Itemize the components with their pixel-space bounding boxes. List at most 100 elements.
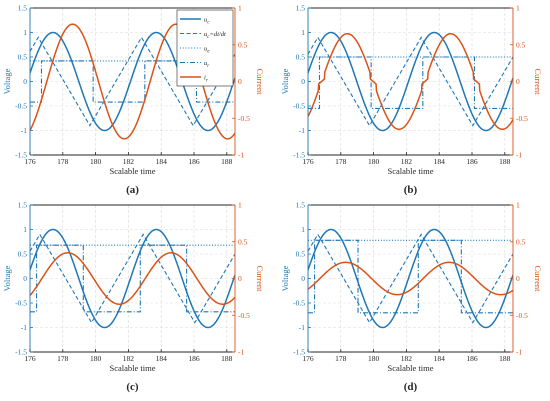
legend-subscript: e [207, 50, 210, 55]
chart-panel-2: 176 178 180 182 184 186 188 1.5 1 0.5 0 -0.5 -1 -1.5 1… [280, 4, 543, 197]
y-right-tick-label: -0.5 [516, 114, 528, 123]
x-tick-label: 188 [499, 157, 511, 166]
y-left-tick-label: -0.5 [293, 299, 305, 308]
chart-panel-4: 176 178 180 182 184 186 188 1.5 1 0.5 0 -0.5 -1 -1.5 1… [280, 201, 543, 394]
y-right-tick-label: 0.5 [238, 40, 248, 49]
legend-subscript: c [207, 35, 210, 40]
legend-symbol: u [204, 31, 208, 38]
panel-label: (d) [404, 381, 418, 393]
y-right-tick-label: 0 [238, 77, 242, 86]
series-line-ucdidt [30, 36, 235, 127]
x-axis-title: Scalable time [109, 363, 155, 373]
panel-label: (b) [404, 184, 418, 196]
legend-symbol: i [204, 75, 206, 82]
y-left-tick-label: 0 [23, 77, 27, 86]
chart-panel-3: 176 178 180 182 184 186 188 1.5 1 0.5 0 -0.5 -1 -1.5 1… [2, 201, 265, 394]
y-left-tick-label: -1 [21, 323, 27, 332]
x-tick-label: 182 [401, 157, 413, 166]
x-tick-label: 188 [499, 354, 511, 363]
x-tick-label: 188 [221, 157, 233, 166]
series-line-ur [30, 60, 235, 103]
y-left-tick-label: 1.5 [18, 4, 28, 13]
y-left-tick-label: -1 [299, 323, 305, 332]
series-line-ir [30, 252, 235, 305]
x-tick-label: 186 [466, 354, 478, 363]
series-line-uc [30, 31, 235, 132]
x-tick-label: 180 [90, 157, 102, 166]
y-left-tick-label: -1.5 [293, 348, 305, 357]
y-left-tick-label: 1 [301, 225, 305, 234]
x-tick-label: 180 [90, 354, 102, 363]
x-tick-label: 180 [368, 354, 380, 363]
y-right-tick-label: 0.5 [516, 237, 526, 246]
y-right-axis-title: Current [533, 69, 543, 96]
y-left-tick-label: 1 [301, 28, 305, 37]
x-tick-label: 182 [123, 354, 135, 363]
legend-subscript: c [207, 21, 210, 26]
y-left-tick-label: 1.5 [18, 201, 28, 210]
y-right-tick-label: 0 [516, 77, 520, 86]
y-right-tick-label: -0.5 [238, 311, 250, 320]
y-right-tick-label: -1 [516, 151, 522, 160]
y-right-axis-title: Current [533, 266, 543, 293]
y-right-tick-label: -0.5 [238, 114, 250, 123]
y-right-tick-label: 0.5 [516, 40, 526, 49]
x-tick-label: 184 [434, 157, 446, 166]
legend-entry-label: ir [204, 75, 208, 84]
y-left-tick-label: 0.5 [296, 250, 306, 259]
legend-suffix: =di/dt [209, 31, 225, 38]
y-right-axis-title: Current [255, 266, 265, 293]
y-left-tick-label: -1 [21, 126, 27, 135]
x-tick-label: 182 [401, 354, 413, 363]
series-line-ur [308, 239, 513, 314]
x-tick-label: 176 [24, 157, 36, 166]
x-axis-title: Scalable time [387, 363, 433, 373]
y-right-tick-label: -0.5 [516, 311, 528, 320]
x-tick-label: 184 [434, 354, 446, 363]
y-left-tick-label: 0.5 [296, 53, 306, 62]
y-right-tick-label: 1 [516, 201, 520, 210]
y-left-tick-label: -0.5 [15, 102, 27, 111]
x-tick-label: 176 [24, 354, 36, 363]
y-left-tick-label: 1 [23, 225, 27, 234]
x-tick-label: 184 [156, 354, 168, 363]
x-tick-label: 178 [57, 354, 69, 363]
y-right-tick-label: 1 [238, 4, 242, 13]
series-line-ucdidt [308, 36, 513, 127]
y-left-tick-label: 1.5 [296, 4, 306, 13]
x-tick-label: 178 [57, 157, 69, 166]
legend-symbol: u [204, 60, 208, 67]
chart-panel-1: 176 178 180 182 184 186 188 1.5 1 0.5 0 -0.5 -1 -1.5 1… [2, 4, 265, 197]
legend-entry-label: ue [204, 46, 210, 55]
series-line-uc [30, 228, 235, 329]
x-tick-label: 186 [188, 354, 200, 363]
y-left-tick-label: -1.5 [15, 348, 27, 357]
legend-symbol: u [204, 17, 208, 24]
y-right-tick-label: 0 [516, 274, 520, 283]
x-tick-label: 184 [156, 157, 168, 166]
x-tick-label: 188 [221, 354, 233, 363]
y-left-tick-label: 1.5 [296, 201, 306, 210]
legend-entry-label: ur [204, 60, 209, 69]
y-right-tick-label: -1 [238, 151, 244, 160]
series-line-ir [308, 261, 513, 296]
legend-subscript: r [206, 79, 208, 84]
legend-entry-label: uc [204, 17, 210, 26]
y-left-tick-label: -1 [299, 126, 305, 135]
y-right-tick-label: 0.5 [238, 237, 248, 246]
x-tick-label: 178 [335, 354, 347, 363]
y-left-axis-title: Voltage [2, 265, 12, 291]
y-left-axis-title: Voltage [2, 68, 12, 94]
x-tick-label: 186 [466, 157, 478, 166]
x-tick-label: 180 [368, 157, 380, 166]
series-line-uc [308, 31, 513, 132]
y-left-tick-label: -1.5 [15, 151, 27, 160]
y-right-tick-label: -1 [238, 348, 244, 357]
y-left-tick-label: -1.5 [293, 151, 305, 160]
y-right-tick-label: 1 [238, 201, 242, 210]
x-tick-label: 176 [302, 354, 314, 363]
y-right-axis-title: Current [255, 69, 265, 96]
legend-symbol: u [204, 46, 208, 53]
y-left-tick-label: 0 [301, 77, 305, 86]
